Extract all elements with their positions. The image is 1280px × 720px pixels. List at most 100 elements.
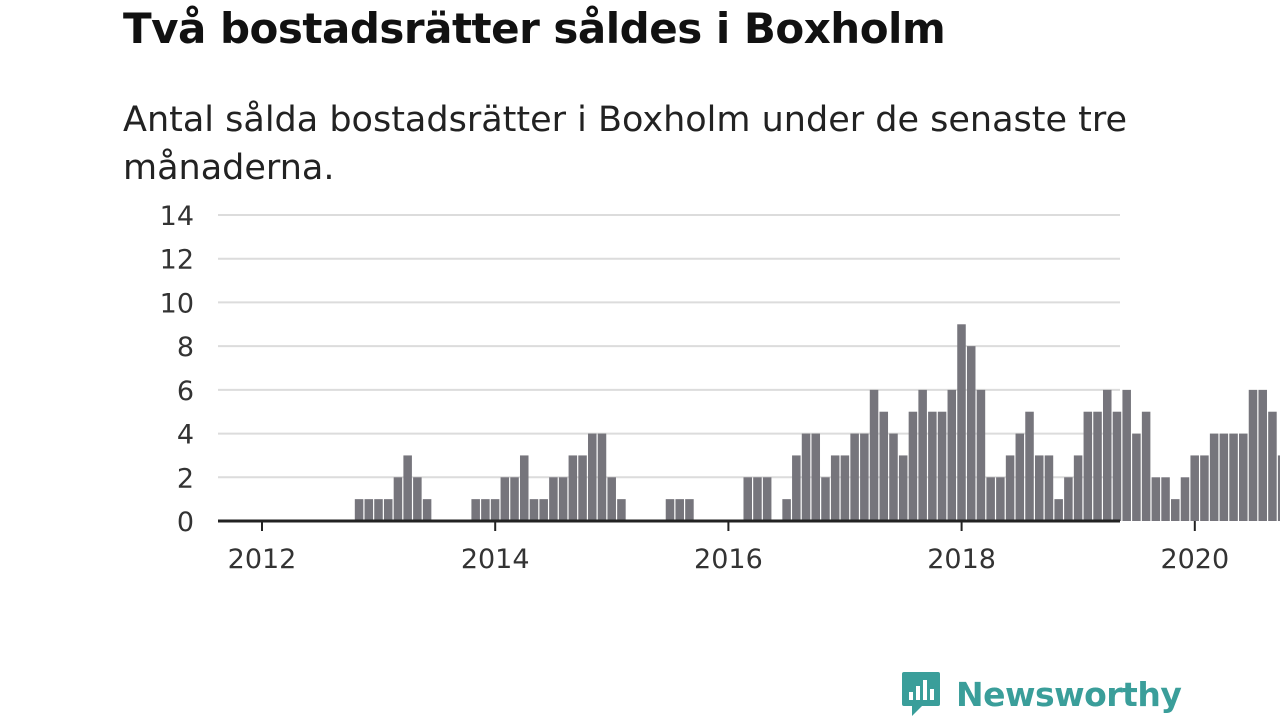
bar [413, 477, 422, 521]
y-tick-label: 12 [160, 245, 194, 276]
bar [1229, 433, 1238, 521]
y-tick-label: 10 [160, 288, 194, 319]
bar [918, 389, 927, 521]
bar [908, 411, 918, 521]
chart-title: Två bostadsrätter såldes i Boxholm [123, 4, 946, 53]
bar [1248, 389, 1258, 521]
bar [578, 455, 587, 521]
bar [782, 499, 791, 521]
newsworthy-logo-text: Newsworthy [956, 674, 1182, 714]
bar [957, 324, 966, 521]
bar [986, 477, 995, 521]
bar [879, 411, 889, 521]
bar [490, 499, 500, 521]
bar [762, 477, 772, 521]
bar [539, 499, 548, 521]
bar [743, 477, 752, 521]
bar [1258, 389, 1267, 521]
bar [1015, 433, 1025, 521]
bar [471, 499, 480, 521]
bar [529, 499, 539, 521]
bar [1268, 411, 1277, 521]
bar [1200, 455, 1209, 521]
bar [937, 411, 947, 521]
bar [1025, 411, 1034, 521]
bar [665, 499, 675, 521]
bar [383, 499, 393, 521]
bar [354, 499, 364, 521]
bar [1122, 389, 1131, 521]
newsworthy-logo: Newsworthy [900, 670, 1182, 718]
bar [510, 477, 519, 521]
bar [617, 499, 626, 521]
bar [1209, 433, 1219, 521]
bar [1141, 411, 1151, 521]
bar [821, 477, 830, 521]
bar [1171, 499, 1180, 521]
bar [801, 433, 811, 521]
y-tick-label: 0 [177, 507, 194, 538]
bar [481, 499, 490, 521]
bar [1044, 455, 1054, 521]
bar [1161, 477, 1170, 521]
bar [1277, 455, 1280, 521]
bar [753, 477, 762, 521]
x-tick-label: 2018 [927, 544, 996, 575]
bar [549, 477, 558, 521]
bar [607, 477, 616, 521]
bar [588, 433, 597, 521]
y-tick-label: 14 [160, 201, 194, 232]
bar [1083, 411, 1093, 521]
bar [1054, 499, 1063, 521]
bar [1064, 477, 1073, 521]
bar [947, 389, 957, 521]
x-tick-label: 2014 [461, 544, 530, 575]
bar [675, 499, 684, 521]
labels: 0246810121420122014201620182020202220242… [160, 201, 1230, 575]
bar [850, 433, 859, 521]
bar [597, 433, 607, 521]
bar [898, 455, 908, 521]
bar [996, 477, 1005, 521]
bar [1093, 411, 1102, 521]
y-tick-label: 4 [177, 420, 194, 451]
y-tick-label: 8 [177, 332, 194, 363]
bar [393, 477, 403, 521]
bar [1112, 411, 1122, 521]
bar [1034, 455, 1044, 521]
bar [1190, 455, 1199, 521]
x-tick-label: 2012 [228, 544, 297, 575]
bars [354, 324, 1280, 521]
bar [869, 389, 879, 521]
bar [422, 499, 432, 521]
bar [889, 433, 898, 521]
bar [500, 477, 510, 521]
bar [568, 455, 578, 521]
bar [403, 455, 412, 521]
x-tick-label: 2020 [1160, 544, 1229, 575]
bar [1219, 433, 1229, 521]
bar [1132, 433, 1141, 521]
bar [1102, 389, 1112, 521]
bar [976, 389, 986, 521]
bar [1151, 477, 1161, 521]
axes [218, 519, 1196, 531]
bar [558, 477, 568, 521]
bar [1005, 455, 1015, 521]
y-tick-label: 2 [177, 463, 194, 494]
bar [364, 499, 374, 521]
bar [519, 455, 529, 521]
bar [1073, 455, 1083, 521]
y-tick-label: 6 [177, 376, 194, 407]
bar [792, 455, 801, 521]
bar [1239, 433, 1248, 521]
bar [928, 411, 937, 521]
newsworthy-logo-icon [902, 672, 940, 716]
bar [811, 433, 821, 521]
bar [840, 455, 850, 521]
bar [1180, 477, 1190, 521]
chart-subtitle: Antal sålda bostadsrätter i Boxholm unde… [123, 100, 1128, 188]
bar [685, 499, 694, 521]
bar [966, 346, 976, 521]
